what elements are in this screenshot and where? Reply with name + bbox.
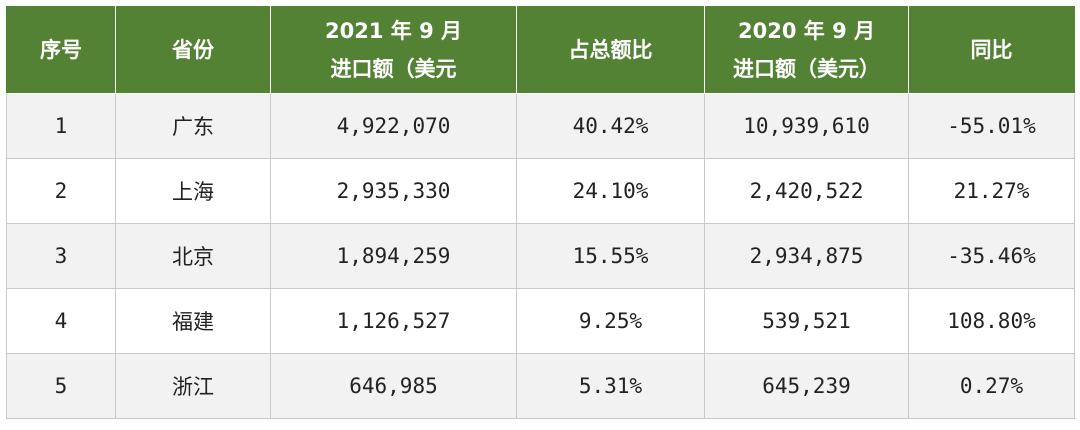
cell-import-2021: 1,126,527 [270,288,517,354]
cell-yoy: 0.27% [908,353,1075,419]
cell-province: 福建 [115,288,271,354]
header-province-text: 省份 [172,38,214,62]
cell-no: 5 [6,353,116,419]
header-import-2021-line1: 2021 年 9 月 [325,19,462,43]
cell-import-2020: 2,934,875 [704,223,909,289]
table-row: 1 广东 4,922,070 40.42% 10,939,610 -55.01% [6,93,1075,159]
header-import-2021-line2: 进口额（美元 [330,57,457,81]
cell-no: 4 [6,288,116,354]
cell-import-2021: 1,894,259 [270,223,517,289]
cell-province: 北京 [115,223,271,289]
cell-import-2020: 2,420,522 [704,158,909,224]
cell-share: 5.31% [516,353,705,419]
cell-yoy: 21.27% [908,158,1075,224]
cell-import-2021: 4,922,070 [270,93,517,159]
cell-share: 15.55% [516,223,705,289]
header-import-2020-line1: 2020 年 9 月 [738,19,875,43]
header-yoy-text: 同比 [970,38,1013,62]
cell-import-2021: 2,935,330 [270,158,517,224]
cell-share: 9.25% [516,288,705,354]
cell-province: 上海 [115,158,271,224]
header-row: 序号 省份 2021 年 9 月 进口额（美元 占总额比 2020 年 9 月 … [6,6,1075,94]
header-share: 占总额比 [516,6,705,94]
header-no-text: 序号 [40,38,82,62]
header-import-2021: 2021 年 9 月 进口额（美元 [270,6,517,94]
cell-no: 3 [6,223,116,289]
cell-yoy: 108.80% [908,288,1075,354]
table-row: 5 浙江 646,985 5.31% 645,239 0.27% [6,353,1075,419]
table-row: 2 上海 2,935,330 24.10% 2,420,522 21.27% [6,158,1075,224]
import-table: 序号 省份 2021 年 9 月 进口额（美元 占总额比 2020 年 9 月 … [6,6,1075,419]
header-import-2020: 2020 年 9 月 进口额（美元） [704,6,909,94]
table-row: 4 福建 1,126,527 9.25% 539,521 108.80% [6,288,1075,354]
cell-import-2020: 10,939,610 [704,93,909,159]
header-no: 序号 [6,6,116,94]
header-province: 省份 [115,6,271,94]
cell-no: 2 [6,158,116,224]
cell-province: 浙江 [115,353,271,419]
cell-import-2020: 539,521 [704,288,909,354]
header-yoy: 同比 [908,6,1075,94]
header-share-text: 占总额比 [568,38,653,62]
cell-share: 40.42% [516,93,705,159]
cell-import-2021: 646,985 [270,353,517,419]
cell-yoy: -35.46% [908,223,1075,289]
cell-province: 广东 [115,93,271,159]
cell-yoy: -55.01% [908,93,1075,159]
table-row: 3 北京 1,894,259 15.55% 2,934,875 -35.46% [6,223,1075,289]
cell-import-2020: 645,239 [704,353,909,419]
header-import-2020-line2: 进口额（美元） [733,57,880,81]
cell-no: 1 [6,93,116,159]
cell-share: 24.10% [516,158,705,224]
